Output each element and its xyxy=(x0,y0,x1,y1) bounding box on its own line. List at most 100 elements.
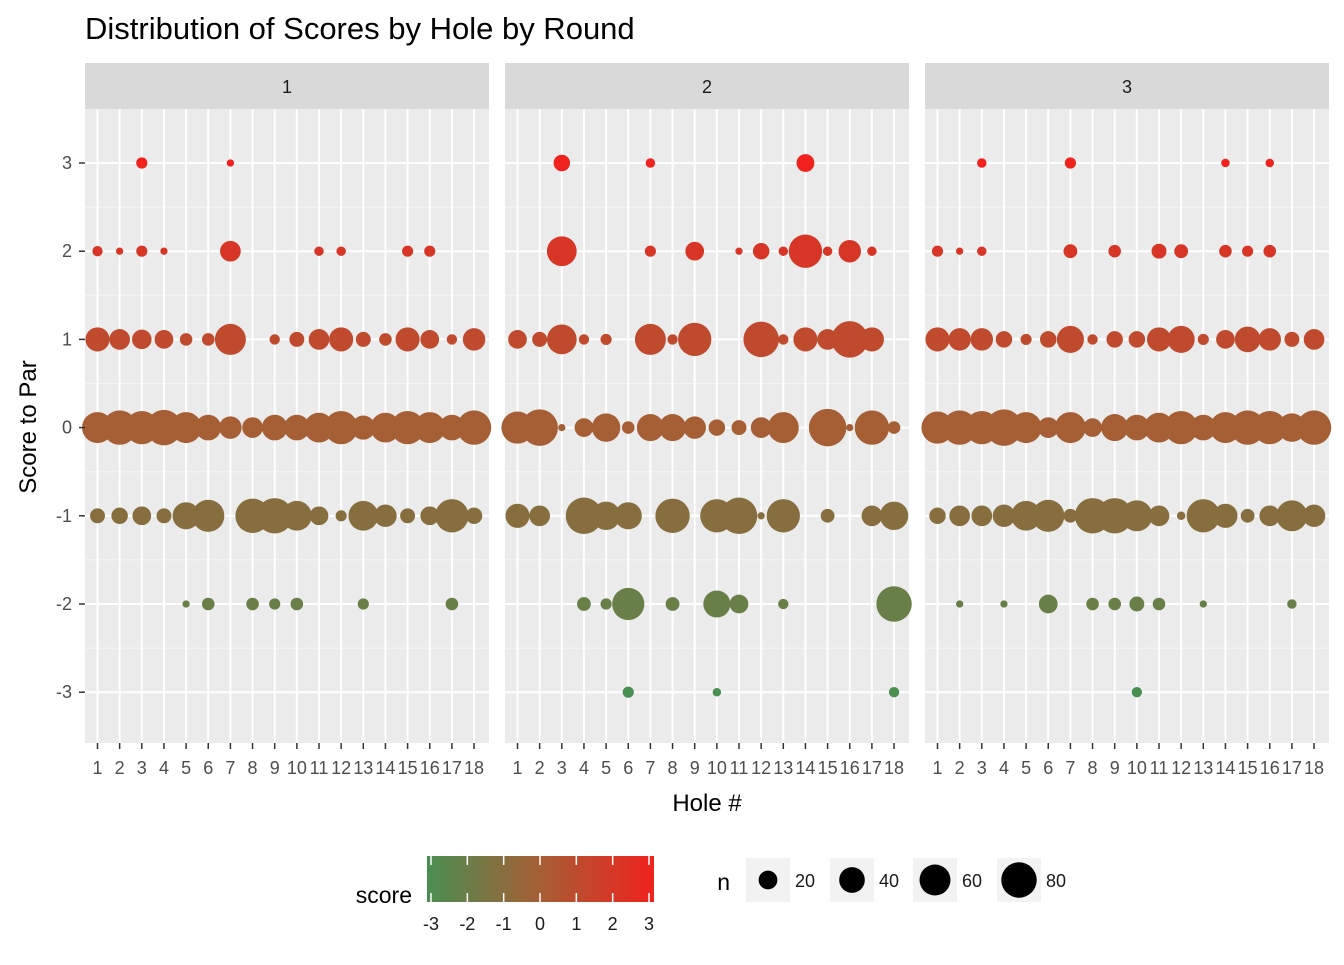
x-tick-label: 2 xyxy=(115,758,125,778)
data-point xyxy=(767,412,799,444)
data-point xyxy=(634,323,666,355)
y-tick-label: -1 xyxy=(56,506,72,526)
data-point xyxy=(808,408,847,447)
data-point xyxy=(281,500,312,531)
data-point xyxy=(600,333,612,345)
x-tick-label: 11 xyxy=(730,758,749,778)
x-tick-label: 15 xyxy=(1238,758,1258,778)
x-tick-label: 7 xyxy=(1065,758,1075,778)
x-tick-label: 12 xyxy=(751,758,771,778)
data-point xyxy=(735,247,743,255)
y-axis-label: Score to Par xyxy=(15,360,42,493)
data-point xyxy=(529,505,551,527)
x-tick-label: 12 xyxy=(331,758,351,778)
color-legend-tick-label: 1 xyxy=(571,914,581,934)
y-tick-label: -3 xyxy=(56,682,72,702)
data-point xyxy=(357,598,369,610)
x-tick-label: 7 xyxy=(225,758,235,778)
color-legend-tick-label: 3 xyxy=(644,914,654,934)
data-point xyxy=(1020,333,1032,345)
data-point xyxy=(876,586,912,622)
data-point xyxy=(1056,325,1084,353)
data-point xyxy=(1000,600,1008,608)
data-point xyxy=(861,505,883,527)
data-point xyxy=(1124,414,1150,441)
x-tick-label: 13 xyxy=(773,758,793,778)
data-point xyxy=(778,598,789,610)
color-legend: score -3 -2 -1 0 1 2 3 xyxy=(356,856,654,934)
data-point xyxy=(269,334,280,345)
data-point xyxy=(683,416,706,439)
data-point xyxy=(351,415,376,440)
data-point xyxy=(685,241,705,261)
data-point xyxy=(1197,333,1209,345)
x-tick-label: 17 xyxy=(862,758,882,778)
color-legend-tick-label: -1 xyxy=(496,914,512,934)
data-point xyxy=(1108,597,1121,611)
data-point xyxy=(712,687,722,697)
data-point xyxy=(591,501,621,531)
data-point xyxy=(1296,410,1332,445)
x-tick-label: 14 xyxy=(795,758,815,778)
y-tick-label: -2 xyxy=(56,594,72,614)
size-legend: n 20 40 60 80 xyxy=(717,858,1066,902)
data-point xyxy=(395,327,420,352)
data-point xyxy=(424,245,436,257)
facet-strip-label: 2 xyxy=(702,77,712,97)
data-point xyxy=(1010,412,1042,444)
x-tick-label: 18 xyxy=(1304,758,1324,778)
size-legend-label: 60 xyxy=(962,871,982,891)
x-tick-label: 16 xyxy=(420,758,440,778)
data-point xyxy=(508,330,527,349)
points-facet-1 xyxy=(82,157,492,611)
data-point xyxy=(308,329,330,350)
data-point xyxy=(309,506,329,526)
data-point xyxy=(546,236,577,267)
data-point xyxy=(1148,505,1170,527)
data-point xyxy=(1083,418,1102,437)
data-point xyxy=(1167,325,1195,353)
data-point xyxy=(1259,505,1281,527)
data-point xyxy=(820,508,835,523)
y-axis: 3 2 1 0 -1 -2 -3 xyxy=(56,153,85,702)
data-point xyxy=(995,331,1013,348)
data-point xyxy=(414,412,446,444)
x-tick-label: 2 xyxy=(535,758,545,778)
x-tick-label: 15 xyxy=(818,758,838,778)
data-point xyxy=(665,597,680,611)
data-point xyxy=(92,246,103,257)
data-point xyxy=(1063,244,1078,259)
x-tick-label: 6 xyxy=(623,758,633,778)
y-tick-label: 0 xyxy=(62,418,72,438)
data-point xyxy=(1186,499,1220,533)
size-legend-label: 40 xyxy=(879,871,899,891)
x-tick-label: 13 xyxy=(1193,758,1213,778)
data-point xyxy=(109,329,130,350)
x-tick-label: 3 xyxy=(557,758,567,778)
data-point xyxy=(1176,511,1186,521)
data-point xyxy=(577,597,591,611)
data-point xyxy=(1303,329,1325,350)
data-point xyxy=(720,497,758,535)
data-point xyxy=(1106,331,1123,348)
data-point xyxy=(985,409,1023,446)
facet-strip xyxy=(505,63,909,109)
size-legend-circle xyxy=(1001,862,1037,898)
data-point xyxy=(574,418,594,437)
data-point xyxy=(136,245,148,257)
x-tick-label: 15 xyxy=(398,758,418,778)
x-tick-label: 4 xyxy=(999,758,1009,778)
data-point xyxy=(219,416,242,439)
data-point xyxy=(1096,498,1133,534)
data-point xyxy=(793,327,818,352)
x-tick-label: 18 xyxy=(464,758,484,778)
points-facet-2 xyxy=(501,154,912,698)
data-point xyxy=(154,330,174,349)
data-point xyxy=(1032,499,1065,532)
data-point xyxy=(335,510,347,522)
size-legend-circle xyxy=(758,870,778,890)
data-point xyxy=(1216,330,1235,349)
data-point xyxy=(1263,244,1277,258)
